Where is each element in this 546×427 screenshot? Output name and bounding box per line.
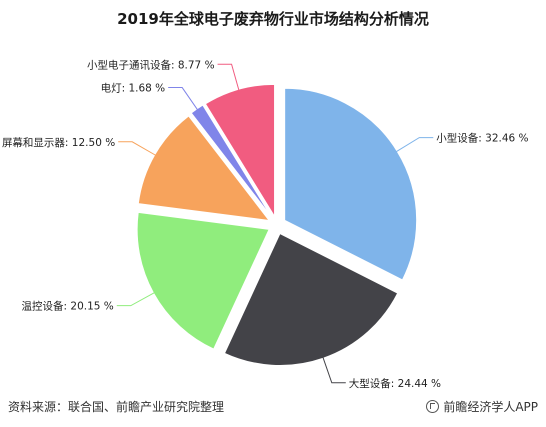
leader-line-4 bbox=[168, 87, 199, 111]
slice-label-2: 温控设备: 20.15 % bbox=[22, 300, 114, 313]
slice-label-5: 小型电子通讯设备: 8.77 % bbox=[87, 58, 215, 71]
leader-line-3 bbox=[118, 141, 157, 157]
brand-text: 前瞻经济学人APP bbox=[443, 400, 538, 414]
slice-label-0: 小型设备: 32.46 % bbox=[436, 132, 528, 145]
slice-label-4: 电灯: 1.68 % bbox=[101, 82, 166, 95]
slice-label-3: 屏幕和显示器: 12.50 % bbox=[2, 136, 115, 149]
pie-chart: 小型设备: 32.46 % 大型设备: 24.44 % 温控设备: 20.15 % 屏… bbox=[2, 58, 529, 389]
chart-title: 2019年全球电子废弃物行业市场结构分析情况 bbox=[117, 10, 429, 28]
slice-label-1: 大型设备: 24.44 % bbox=[349, 377, 441, 390]
leader-line-2 bbox=[116, 291, 156, 307]
brand: 前瞻经济学人APP bbox=[426, 398, 538, 415]
pie-slices bbox=[136, 83, 418, 366]
leader-lines bbox=[116, 63, 434, 384]
leader-line-0 bbox=[395, 137, 434, 153]
slice-labels: 小型设备: 32.46 % 大型设备: 24.44 % 温控设备: 20.15 % 屏… bbox=[2, 58, 529, 389]
footer: 资料来源：联合国、前瞻产业研究院整理 前瞻经济学人APP bbox=[8, 398, 538, 415]
leader-line-1 bbox=[322, 356, 346, 384]
brand-logo-icon bbox=[426, 400, 440, 413]
leader-line-5 bbox=[217, 63, 240, 92]
source-text: 资料来源：联合国、前瞻产业研究院整理 bbox=[8, 400, 225, 414]
